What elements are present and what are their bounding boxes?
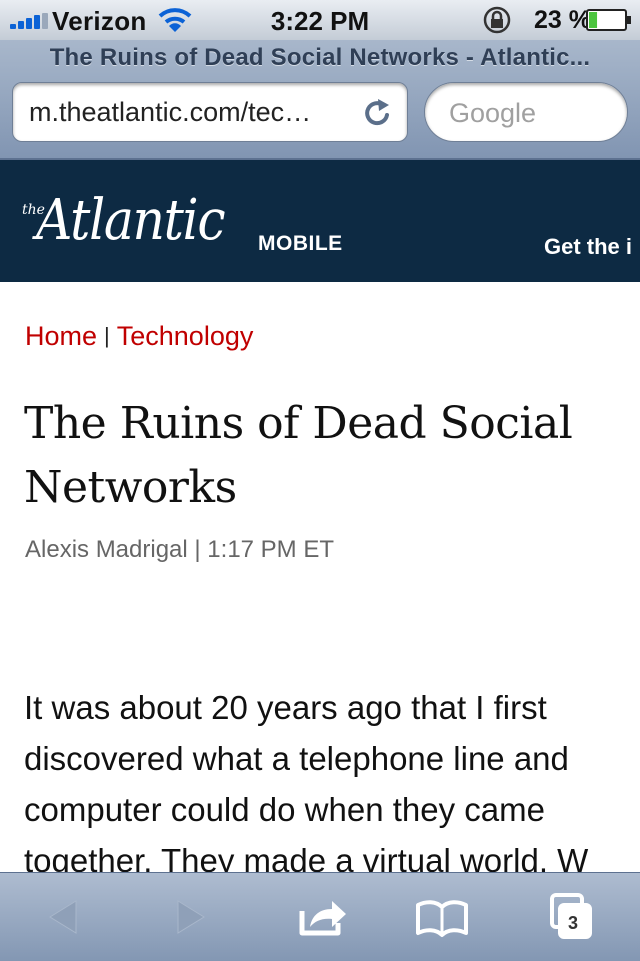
search-input[interactable] bbox=[447, 95, 621, 131]
battery-percentage: 23 % bbox=[534, 6, 591, 34]
search-field[interactable] bbox=[424, 82, 628, 142]
logo-the: the bbox=[22, 202, 45, 218]
page-title: The Ruins of Dead Social Networks - Atla… bbox=[49, 44, 591, 71]
bookmarks-button[interactable] bbox=[412, 887, 472, 947]
battery-icon bbox=[586, 9, 631, 31]
carrier-name: Verizon bbox=[52, 6, 147, 36]
address-bar[interactable]: m.theatlantic.com/tec… bbox=[12, 82, 408, 142]
signal-strength-icon bbox=[10, 13, 50, 29]
browser-toolbar: 3 bbox=[0, 872, 640, 961]
status-bar: Verizon 3:22 PM 23 % bbox=[0, 0, 640, 40]
get-app-link[interactable]: Get the i bbox=[544, 234, 633, 259]
headline-line-2: Networks bbox=[24, 462, 237, 513]
headline-line-1: The Ruins of Dead Social bbox=[24, 398, 573, 449]
logo-mobile-label: MOBILE bbox=[258, 232, 343, 255]
bookmarks-book-icon bbox=[416, 900, 468, 937]
share-icon bbox=[299, 901, 346, 936]
article-body: It was about 20 years ago that I first d… bbox=[24, 682, 640, 886]
body-line: computer could do when they came bbox=[24, 791, 545, 828]
browser-top-bar: The Ruins of Dead Social Networks - Atla… bbox=[0, 40, 640, 160]
back-button[interactable] bbox=[34, 887, 94, 947]
tabs-count: 3 bbox=[567, 913, 578, 933]
rotation-lock-icon bbox=[483, 6, 511, 34]
site-header: the Atlantic MOBILE Get the i bbox=[0, 160, 640, 282]
article-headline: The Ruins of Dead Social Networks bbox=[24, 392, 634, 520]
article-byline: Alexis Madrigal | 1:17 PM ET bbox=[25, 536, 335, 563]
wifi-icon bbox=[158, 8, 192, 32]
tabs-pages-icon bbox=[550, 893, 592, 939]
share-button[interactable] bbox=[292, 887, 352, 947]
url-text[interactable]: m.theatlantic.com/tec… bbox=[29, 97, 312, 127]
clock: 3:22 PM bbox=[270, 6, 370, 36]
breadcrumb-home-link[interactable]: Home bbox=[25, 321, 98, 351]
breadcrumb: Home | Technology bbox=[25, 321, 253, 352]
forward-button[interactable] bbox=[160, 887, 220, 947]
back-arrow-icon bbox=[49, 900, 77, 934]
tabs-button[interactable]: 3 bbox=[546, 887, 606, 947]
breadcrumb-section-link[interactable]: Technology bbox=[116, 321, 254, 351]
logo-name: Atlantic bbox=[36, 188, 226, 253]
forward-arrow-icon bbox=[177, 900, 205, 934]
body-line: It was about 20 years ago that I first bbox=[24, 689, 547, 726]
body-line: discovered what a telephone line and bbox=[24, 740, 569, 777]
breadcrumb-separator: | bbox=[104, 323, 110, 348]
reload-icon[interactable] bbox=[363, 97, 393, 129]
